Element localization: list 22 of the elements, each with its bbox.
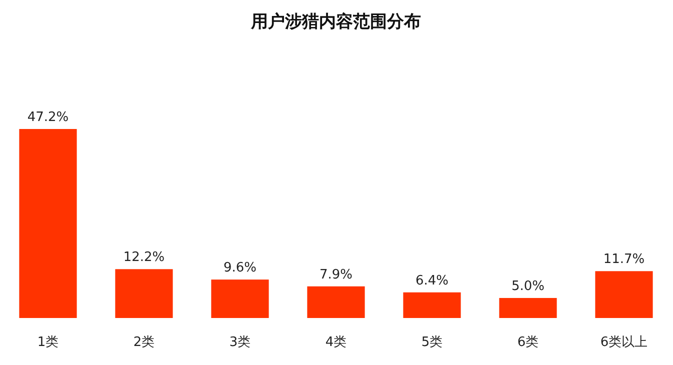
bar bbox=[115, 269, 173, 318]
data-label: 9.6% bbox=[223, 260, 257, 276]
x-tick-label: 6类以上 bbox=[600, 335, 648, 350]
x-tick-label: 3类 bbox=[229, 335, 251, 350]
data-label: 11.7% bbox=[603, 252, 645, 268]
data-label: 7.9% bbox=[319, 267, 353, 282]
bar bbox=[19, 129, 77, 318]
bar bbox=[403, 292, 461, 318]
chart-title: 用户涉猎内容范围分布 bbox=[250, 12, 421, 32]
bar bbox=[499, 298, 557, 318]
x-tick-label: 4类 bbox=[325, 335, 347, 350]
bar bbox=[595, 271, 653, 318]
data-label: 12.2% bbox=[123, 250, 165, 266]
data-label: 47.2% bbox=[27, 110, 69, 125]
data-label: 6.4% bbox=[415, 273, 449, 288]
x-tick-label: 6类 bbox=[517, 335, 539, 350]
bar bbox=[211, 280, 269, 318]
x-tick-label: 1类 bbox=[37, 335, 59, 350]
data-label: 5.0% bbox=[511, 278, 545, 294]
bar bbox=[307, 286, 365, 318]
x-tick-label: 5类 bbox=[421, 335, 443, 350]
x-tick-label: 2类 bbox=[133, 335, 155, 350]
